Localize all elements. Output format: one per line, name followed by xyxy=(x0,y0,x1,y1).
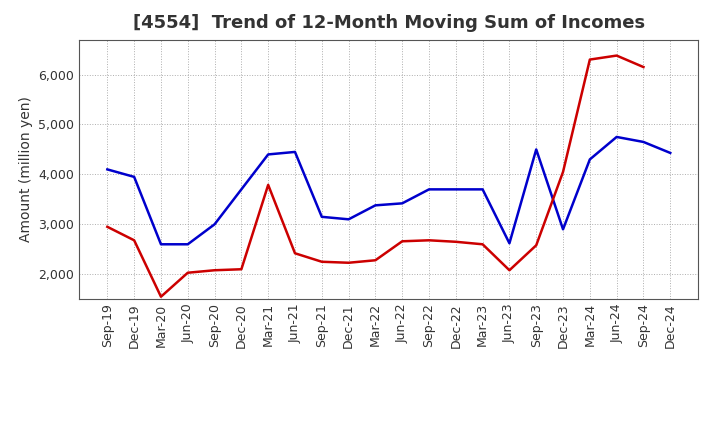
Line: Ordinary Income: Ordinary Income xyxy=(107,137,670,244)
Net Income xyxy=(157,294,166,299)
Ordinary Income xyxy=(532,147,541,152)
Ordinary Income xyxy=(505,241,514,246)
Title: [4554]  Trend of 12-Month Moving Sum of Incomes: [4554] Trend of 12-Month Moving Sum of I… xyxy=(132,15,645,33)
Net Income xyxy=(371,258,379,263)
Ordinary Income xyxy=(451,187,460,192)
Ordinary Income xyxy=(371,203,379,208)
Net Income xyxy=(398,238,407,244)
Y-axis label: Amount (million yen): Amount (million yen) xyxy=(19,96,33,242)
Ordinary Income xyxy=(344,216,353,222)
Net Income xyxy=(130,238,138,243)
Net Income xyxy=(585,57,594,62)
Net Income xyxy=(264,182,272,187)
Net Income xyxy=(344,260,353,265)
Ordinary Income xyxy=(478,187,487,192)
Net Income xyxy=(237,267,246,272)
Ordinary Income xyxy=(103,167,112,172)
Net Income xyxy=(478,242,487,247)
Ordinary Income xyxy=(559,227,567,232)
Net Income xyxy=(505,268,514,273)
Ordinary Income xyxy=(639,139,648,145)
Net Income xyxy=(532,242,541,248)
Ordinary Income xyxy=(264,152,272,157)
Net Income xyxy=(451,239,460,245)
Ordinary Income xyxy=(585,157,594,162)
Net Income xyxy=(612,53,621,58)
Net Income xyxy=(425,238,433,243)
Net Income xyxy=(184,270,192,275)
Ordinary Income xyxy=(318,214,326,220)
Net Income xyxy=(291,251,300,256)
Ordinary Income xyxy=(130,174,138,180)
Ordinary Income xyxy=(612,134,621,139)
Ordinary Income xyxy=(157,242,166,247)
Ordinary Income xyxy=(398,201,407,206)
Ordinary Income xyxy=(291,149,300,154)
Net Income xyxy=(318,259,326,264)
Net Income xyxy=(210,268,219,273)
Net Income xyxy=(639,64,648,70)
Ordinary Income xyxy=(237,187,246,192)
Line: Net Income: Net Income xyxy=(107,55,644,297)
Ordinary Income xyxy=(666,150,675,156)
Ordinary Income xyxy=(425,187,433,192)
Net Income xyxy=(103,224,112,229)
Ordinary Income xyxy=(184,242,192,247)
Net Income xyxy=(559,169,567,175)
Ordinary Income xyxy=(210,222,219,227)
